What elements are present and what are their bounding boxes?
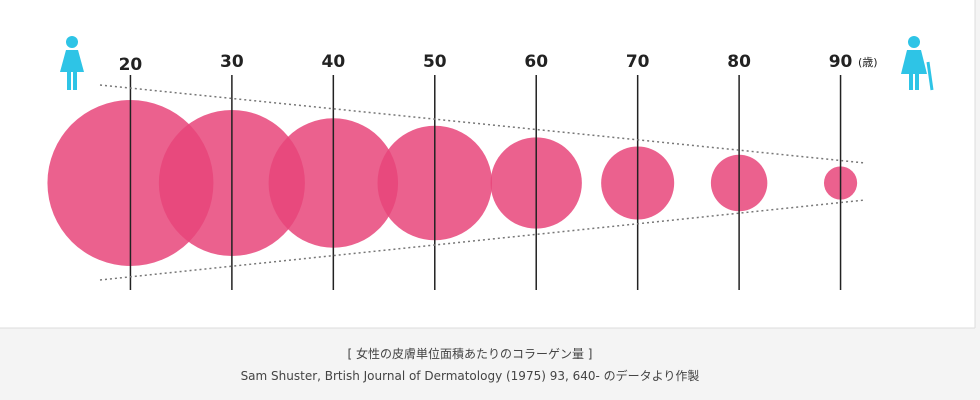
source: Sam Shuster, Brtish Journal of Dermatolo… bbox=[241, 368, 700, 383]
old-woman-icon bbox=[901, 36, 934, 91]
x-tick-label: 50 bbox=[423, 52, 447, 72]
x-tick-label: 30 bbox=[220, 52, 244, 72]
caption: [ 女性の皮膚単位面積あたりのコラーゲン量 ] bbox=[348, 346, 593, 361]
x-tick-label: 90 bbox=[829, 52, 853, 72]
x-unit: (歳) bbox=[858, 56, 878, 69]
trend-line bbox=[99, 199, 866, 281]
x-tick-label: 80 bbox=[727, 52, 751, 72]
young-woman-icon bbox=[60, 36, 84, 90]
age-lines bbox=[129, 75, 842, 290]
x-tick-label: 20 bbox=[119, 55, 143, 75]
x-tick-label: 40 bbox=[321, 52, 345, 72]
x-tick-label: 60 bbox=[524, 52, 548, 72]
trend-line bbox=[99, 84, 866, 164]
x-tick-label: 70 bbox=[626, 52, 650, 72]
